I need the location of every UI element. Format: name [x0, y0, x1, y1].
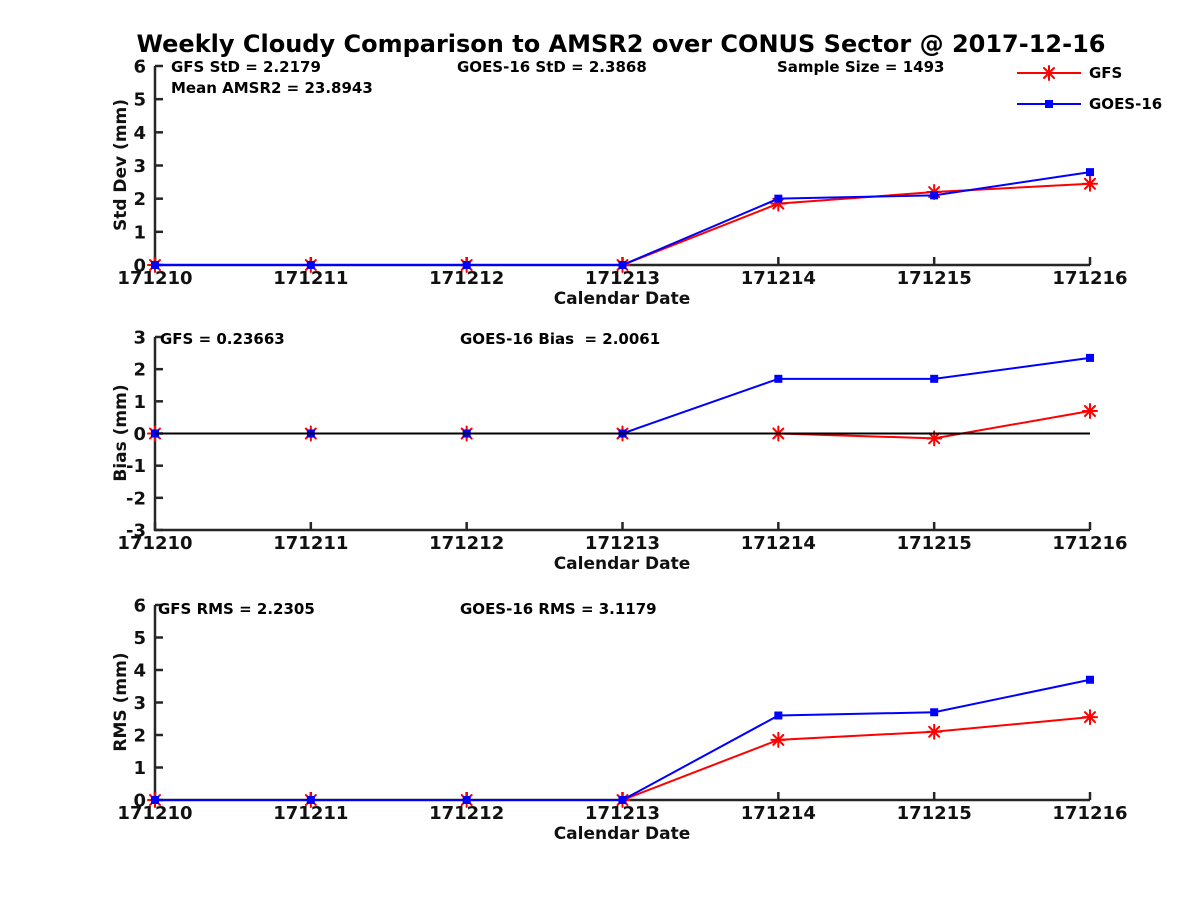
svg-text:171212: 171212	[429, 533, 504, 554]
svg-text:171215: 171215	[897, 533, 972, 554]
x-axis-label-3: Calendar Date	[553, 824, 691, 844]
svg-text:171215: 171215	[897, 268, 972, 289]
x-axis-label-1: Calendar Date	[553, 289, 691, 309]
annotation-gfs-rms: GFS RMS = 2.2305	[158, 600, 315, 618]
goes16-line-marker-icon	[1017, 100, 1081, 108]
svg-text:171212: 171212	[429, 803, 504, 824]
svg-text:2: 2	[133, 189, 146, 210]
svg-text:-2: -2	[126, 488, 146, 509]
svg-text:0: 0	[133, 256, 146, 277]
svg-text:171211: 171211	[273, 803, 348, 824]
annotation-mean-amsr2: Mean AMSR2 = 23.8943	[171, 79, 373, 97]
svg-text:5: 5	[133, 90, 146, 111]
legend-item-gfs: GFS	[1016, 64, 1162, 82]
svg-text:3: 3	[133, 156, 146, 177]
legend-label-goes16: GOES-16	[1089, 95, 1163, 113]
legend-item-goes16: GOES-16	[1016, 95, 1162, 113]
annotation-goes16-bias: GOES-16 Bias = 2.0061	[460, 330, 661, 348]
svg-text:3: 3	[133, 328, 146, 349]
svg-text:171211: 171211	[273, 268, 348, 289]
svg-text:171213: 171213	[585, 533, 660, 554]
svg-text:6: 6	[133, 57, 146, 78]
svg-text:171212: 171212	[429, 268, 504, 289]
svg-text:0: 0	[133, 791, 146, 812]
svg-text:6: 6	[133, 596, 146, 617]
svg-text:3: 3	[133, 693, 146, 714]
svg-text:2: 2	[133, 360, 146, 381]
annotation-goes16-rms: GOES-16 RMS = 3.1179	[460, 600, 657, 618]
svg-text:2: 2	[133, 726, 146, 747]
y-axis-label-stddev: Std Dev (mm)	[111, 98, 131, 232]
svg-text:171216: 171216	[1052, 533, 1127, 554]
svg-text:0: 0	[133, 424, 146, 445]
svg-text:-1: -1	[126, 456, 146, 477]
svg-text:171215: 171215	[897, 803, 972, 824]
svg-text:171214: 171214	[741, 268, 816, 289]
svg-text:171210: 171210	[117, 803, 192, 824]
svg-text:1: 1	[133, 392, 146, 413]
svg-text:171211: 171211	[273, 533, 348, 554]
figure-title: Weekly Cloudy Comparison to AMSR2 over C…	[136, 30, 1106, 58]
svg-text:171216: 171216	[1052, 803, 1127, 824]
svg-text:171213: 171213	[585, 803, 660, 824]
x-axis-label-2: Calendar Date	[553, 554, 691, 574]
svg-text:4: 4	[133, 661, 146, 682]
y-axis-label-bias: Bias (mm)	[111, 384, 131, 482]
svg-text:4: 4	[133, 123, 146, 144]
svg-text:171214: 171214	[741, 803, 816, 824]
svg-text:171214: 171214	[741, 533, 816, 554]
annotation-gfs-bias: GFS = 0.23663	[160, 330, 285, 348]
legend-label-gfs: GFS	[1089, 64, 1123, 82]
svg-text:5: 5	[133, 628, 146, 649]
annotation-goes16-std: GOES-16 StD = 2.3868	[457, 58, 647, 76]
annotation-gfs-std: GFS StD = 2.2179	[171, 58, 321, 76]
y-axis-label-rms: RMS (mm)	[111, 652, 131, 752]
svg-text:171210: 171210	[117, 533, 192, 554]
svg-text:1: 1	[133, 758, 146, 779]
gfs-line-marker-icon	[1017, 65, 1081, 81]
annotation-sample-size: Sample Size = 1493	[777, 58, 945, 76]
svg-text:171213: 171213	[585, 268, 660, 289]
svg-text:-3: -3	[126, 521, 146, 542]
legend: GFS GOES-16	[1016, 64, 1162, 113]
svg-text:171216: 171216	[1052, 268, 1127, 289]
svg-text:1: 1	[133, 222, 146, 243]
svg-text:171210: 171210	[117, 268, 192, 289]
